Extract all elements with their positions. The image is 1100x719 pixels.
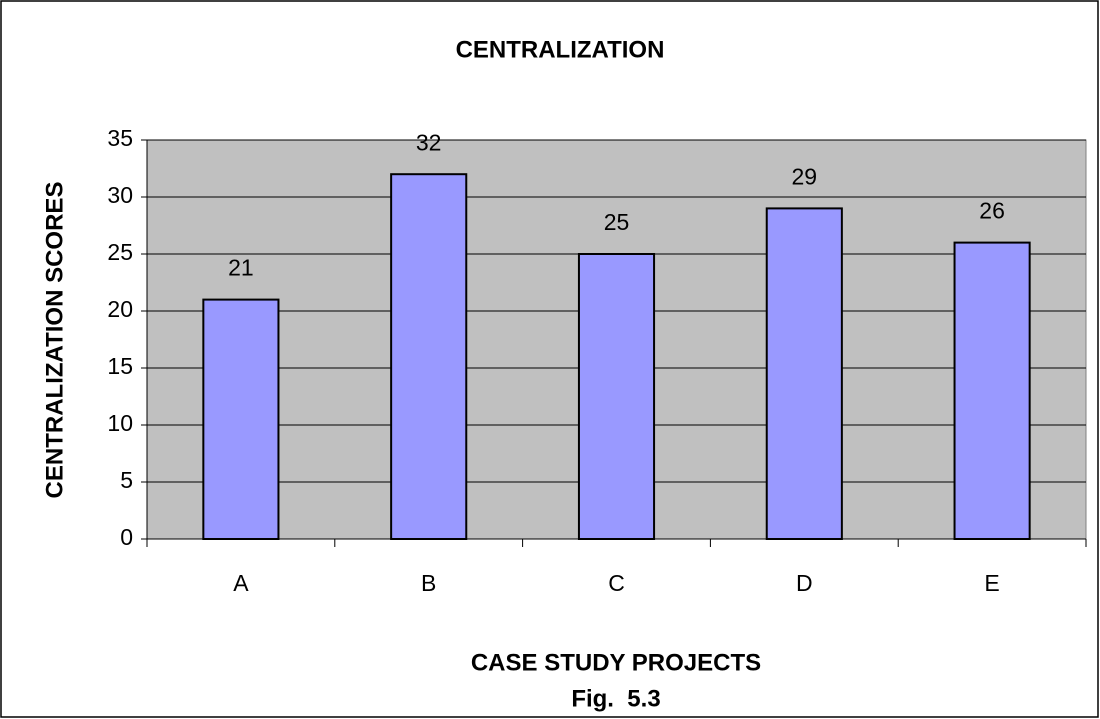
data-label: 29: [792, 163, 818, 189]
bar: [765, 207, 843, 540]
caption: Fig. 5.3: [571, 685, 660, 712]
x-tick-label: C: [608, 570, 625, 596]
data-label: 26: [979, 198, 1005, 224]
x-tick-label: E: [984, 570, 999, 596]
x-axis-label: CASE STUDY PROJECTS: [471, 649, 761, 676]
y-tick-label: 0: [120, 524, 133, 550]
data-label: 21: [228, 255, 254, 281]
data-label: 32: [416, 129, 442, 155]
x-tick-label: D: [796, 570, 813, 596]
data-label: 25: [604, 209, 630, 235]
y-tick-label: 35: [107, 125, 133, 151]
y-tick-label: 15: [107, 353, 133, 379]
y-tick-label: 10: [107, 410, 133, 436]
y-tick-label: 30: [107, 182, 133, 208]
bar: [953, 241, 1031, 540]
bar: [577, 253, 656, 540]
y-tick-label: 25: [107, 239, 133, 265]
x-tick-label: A: [233, 570, 249, 596]
y-axis-label: CENTRALIZATION SCORES: [41, 182, 68, 499]
x-tick-label: B: [421, 570, 436, 596]
chart-title: CENTRALIZATION: [456, 36, 665, 63]
y-tick-label: 5: [120, 467, 133, 493]
y-tick-label: 20: [107, 296, 133, 322]
bar: [202, 298, 280, 540]
bar: [390, 173, 468, 540]
